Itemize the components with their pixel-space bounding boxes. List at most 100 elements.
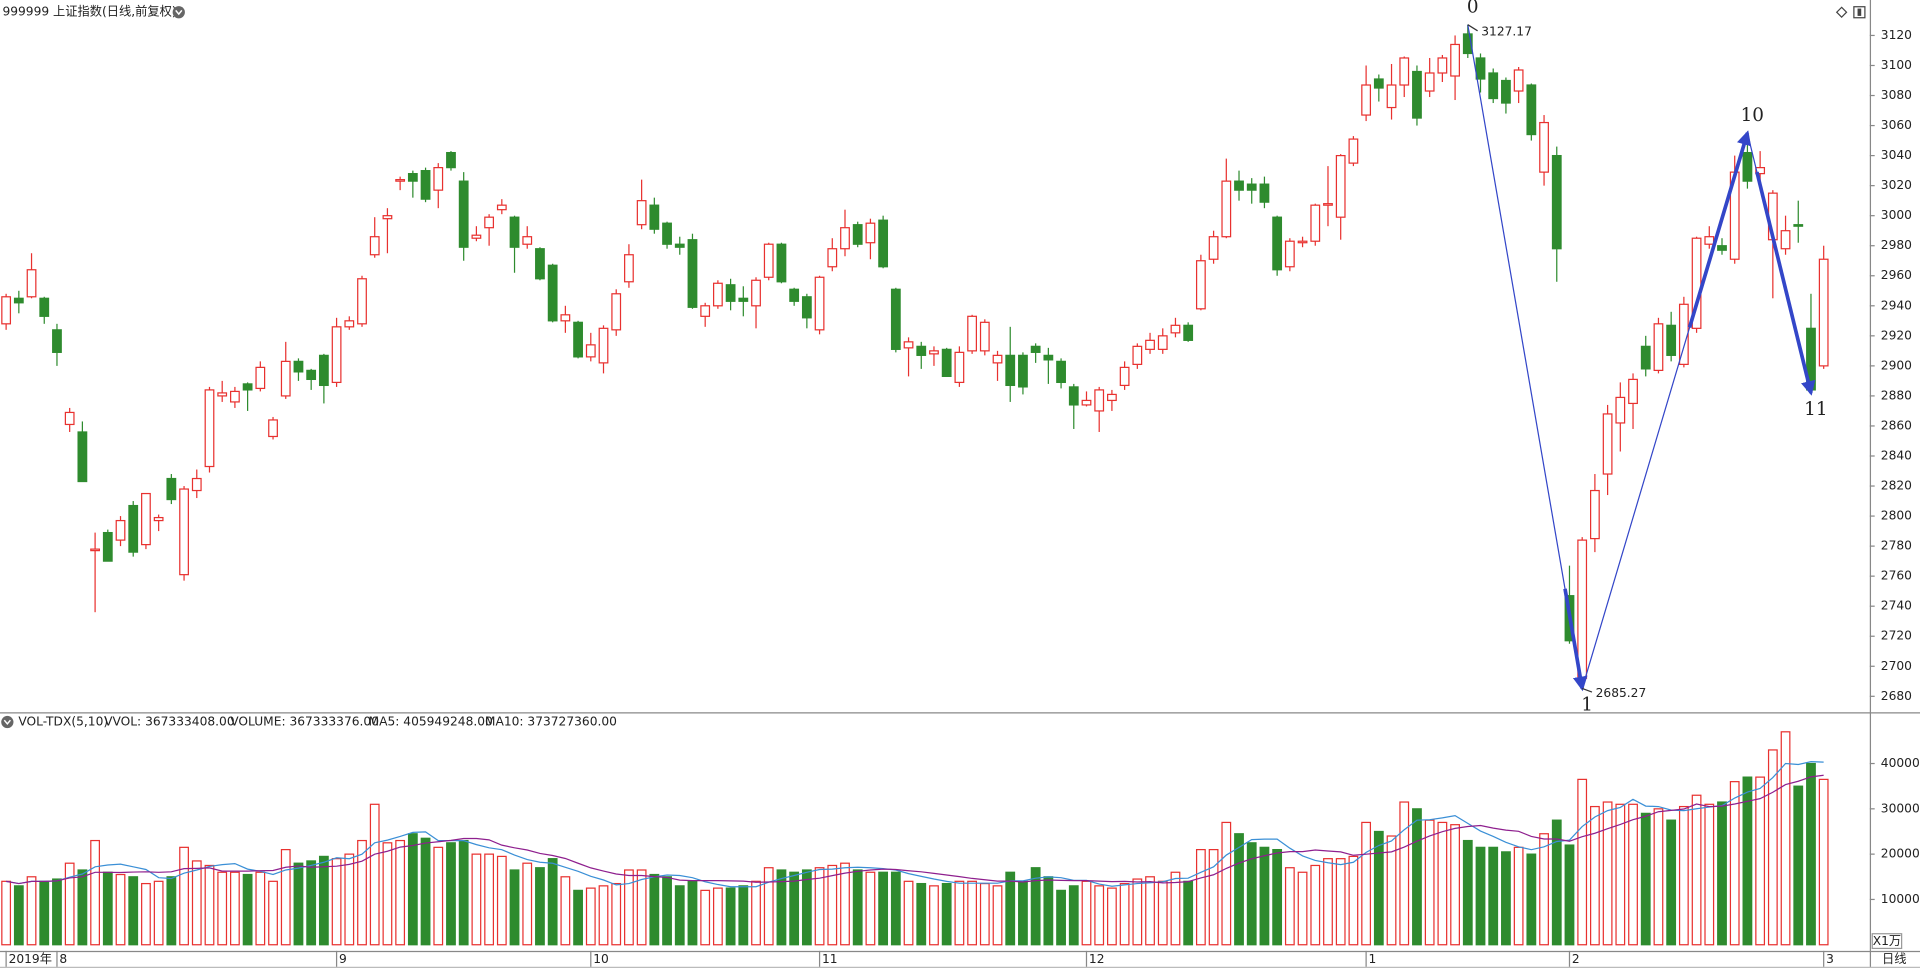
x-tick-label: 11 (822, 952, 838, 966)
candle-body (814, 276, 825, 331)
candle-body (941, 348, 952, 378)
diamond-button[interactable] (1835, 6, 1848, 18)
candle (763, 242, 774, 281)
y-tick-label: 2740 (1881, 599, 1912, 613)
candle-body (1818, 258, 1829, 367)
candle-body (840, 227, 850, 250)
volume-y-tick-label: 10000 (1881, 892, 1920, 906)
candle (662, 221, 672, 249)
volume-bar (1704, 803, 1715, 946)
candle (52, 323, 62, 366)
candle-body (115, 519, 126, 541)
volume-bar (878, 871, 889, 946)
candle-body (598, 327, 609, 364)
candle-body (1056, 360, 1066, 384)
volume-bar (407, 833, 418, 946)
volume-bar (547, 858, 558, 946)
candle (255, 361, 266, 392)
volume-bar (395, 839, 406, 946)
volume-bar (1246, 842, 1257, 946)
volume-bar (1640, 812, 1651, 946)
volume-y-tick-label: 20000 (1881, 847, 1920, 861)
volume-ma5 (6, 761, 1824, 888)
candle-body (674, 243, 685, 248)
candle-body (1717, 245, 1727, 251)
volume-bar (573, 889, 583, 946)
title-dropdown[interactable] (172, 6, 185, 19)
y-tick-label: 3000 (1881, 208, 1912, 222)
volume-bar (1628, 803, 1638, 946)
candle (1373, 74, 1384, 102)
candle (306, 368, 317, 390)
candle-body (344, 320, 355, 328)
candle (395, 176, 406, 191)
candle (1666, 311, 1677, 362)
candle (967, 314, 977, 354)
candle (496, 199, 507, 215)
candle (1628, 373, 1638, 429)
volume-bar (344, 853, 355, 946)
volume-bar (585, 887, 596, 946)
candle-body (929, 350, 939, 355)
candle (1602, 404, 1613, 496)
candle-body (967, 315, 977, 352)
candle-body (255, 366, 266, 390)
volume-bar (1310, 864, 1321, 946)
candle-body (1030, 345, 1041, 353)
candle (1043, 347, 1054, 384)
volume-bar (1717, 801, 1727, 946)
candle (649, 197, 660, 234)
candle (1081, 391, 1092, 407)
candle-body (992, 354, 1003, 364)
candle (1056, 358, 1066, 389)
volume-bar (64, 862, 75, 946)
candle (230, 386, 240, 408)
candle-body (420, 170, 431, 200)
indicator-dropdown[interactable] (1, 715, 14, 729)
candle-body (166, 477, 177, 501)
volume-bar (115, 873, 126, 946)
volume-bar (522, 862, 533, 946)
candle-body (979, 321, 990, 352)
candle-body (1424, 72, 1435, 92)
candle (789, 287, 800, 306)
candle-body (712, 282, 723, 307)
volume-bar (738, 885, 749, 946)
volume-bar (1208, 848, 1219, 946)
volume-bar (458, 839, 469, 946)
candle (369, 217, 380, 258)
candle (1412, 65, 1422, 126)
candle-body (1107, 393, 1117, 402)
candle-body (878, 219, 889, 268)
candle-body (64, 411, 75, 426)
candle-body (827, 248, 838, 268)
candle-body (573, 321, 583, 358)
period-label: 日线 (1882, 952, 1906, 966)
candle-body (1539, 121, 1549, 173)
candle (1640, 335, 1651, 377)
candle (560, 305, 571, 333)
candle-body (865, 222, 876, 244)
volume-bar (204, 864, 215, 946)
volume-bar (1780, 731, 1791, 946)
candle-body (1195, 260, 1206, 310)
volume-bar (1729, 781, 1740, 946)
candle (1335, 154, 1346, 240)
volume-bar (1348, 855, 1359, 946)
candle (890, 287, 901, 353)
candle (903, 337, 914, 377)
candle-body (1068, 386, 1079, 406)
candle-body (1437, 57, 1448, 74)
volume-bar (967, 880, 977, 946)
volume-bar (191, 860, 202, 946)
candle (128, 501, 139, 557)
volume-bar (1373, 830, 1384, 946)
candle (1475, 53, 1486, 93)
candle (1208, 230, 1219, 264)
panel-button[interactable] (1853, 6, 1866, 19)
candle-body (1793, 224, 1804, 227)
candle-body (1170, 324, 1181, 334)
candle (1323, 166, 1333, 227)
y-tick-label: 3060 (1881, 118, 1912, 132)
